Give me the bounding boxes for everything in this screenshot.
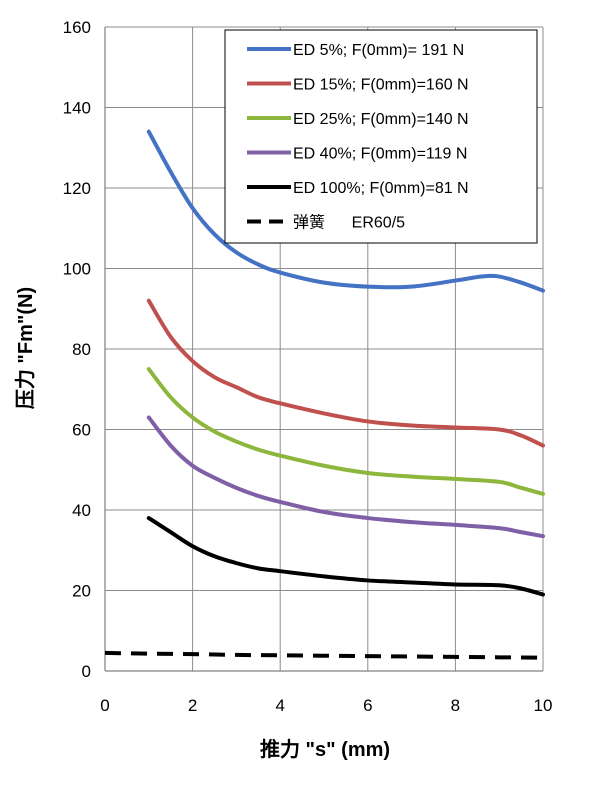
y-tick-label: 140 xyxy=(63,99,91,118)
y-tick-label: 60 xyxy=(72,421,91,440)
series-line-2 xyxy=(146,298,545,448)
x-tick-label: 0 xyxy=(100,696,109,715)
x-tick-label: 8 xyxy=(451,696,460,715)
y-tick-label: 80 xyxy=(72,340,91,359)
x-tick-label: 4 xyxy=(275,696,284,715)
x-tick-label: 6 xyxy=(363,696,372,715)
y-tick-label: 0 xyxy=(82,662,91,681)
x-axis-title: 推力 "s" (mm) xyxy=(260,737,390,761)
x-tick-label: 10 xyxy=(534,696,553,715)
legend-box xyxy=(224,29,538,244)
tick-labels: 0 20 40 60 80 100 120 140 160 0 2 4 6 8 10 xyxy=(63,18,553,715)
y-tick-label: 100 xyxy=(63,260,91,279)
series-lines xyxy=(104,129,545,660)
y-tick-label: 20 xyxy=(72,582,91,601)
series-line-3 xyxy=(146,367,545,496)
y-tick-label: 160 xyxy=(63,18,91,37)
legend-entry: ED 15%; F(0mm)=160 N xyxy=(293,77,469,94)
series-line-6 xyxy=(104,650,544,660)
series-line-5 xyxy=(146,516,545,597)
y-axis-title: 压力 "Fm"(N) xyxy=(14,287,37,409)
legend: ED 5%; F(0mm)= 191 N ED 15%; F(0mm)=160 N… xyxy=(224,29,538,244)
legend-entry: ED 100%; F(0mm)=81 N xyxy=(293,180,469,197)
y-tick-label: 120 xyxy=(63,179,91,198)
legend-entry: 弹簧 ER60/5 xyxy=(293,213,405,232)
series-line-4 xyxy=(146,415,545,539)
legend-entry: ED 5%; F(0mm)= 191 N xyxy=(293,42,464,59)
series-line-1 xyxy=(146,129,545,293)
y-tick-label: 40 xyxy=(72,501,91,520)
axes xyxy=(104,27,543,672)
x-tick-label: 2 xyxy=(188,696,197,715)
legend-entry: ED 25%; F(0mm)=140 N xyxy=(293,111,469,128)
legend-entry: ED 40%; F(0mm)=119 N xyxy=(293,146,467,163)
